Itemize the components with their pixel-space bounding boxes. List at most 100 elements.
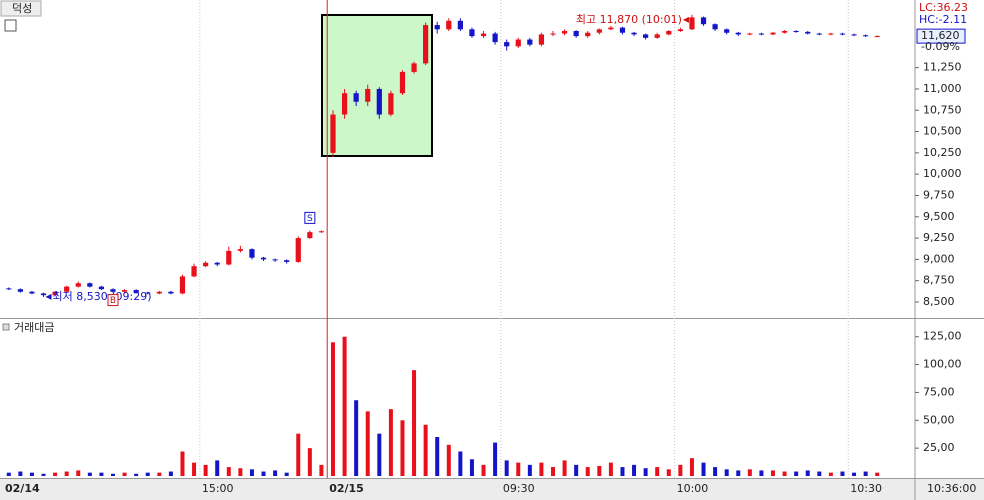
high-annotation: 최고 11,870 (10:01)	[576, 13, 682, 26]
candle-body	[388, 93, 394, 115]
volume-bar	[319, 464, 324, 476]
volume-bar	[215, 460, 220, 476]
volume-bar	[342, 336, 347, 476]
volume-bar	[365, 411, 370, 476]
low-annotation: 최저 8,530 (09:29)	[53, 290, 152, 303]
candle-body	[145, 292, 151, 294]
volume-bar	[203, 464, 208, 476]
volume-bar	[64, 471, 69, 476]
candle-body	[98, 286, 105, 290]
volume-bar	[551, 467, 555, 476]
sell-marker-label: S	[307, 214, 313, 224]
candle-body	[828, 33, 834, 35]
y-tick-label: 8,750	[923, 274, 955, 287]
candle-body	[863, 35, 869, 37]
volume-bar	[481, 464, 486, 476]
candle-body	[87, 283, 93, 287]
volume-bar	[122, 472, 127, 476]
volume-bar	[469, 459, 474, 476]
volume-bar	[713, 467, 718, 476]
last-price-box	[916, 28, 966, 44]
low-arrow	[45, 293, 52, 300]
candle-body	[295, 238, 301, 262]
high-arrow	[682, 16, 689, 23]
volume-bar	[516, 462, 521, 476]
volume-bar	[18, 471, 23, 476]
volume-bar	[307, 448, 312, 476]
y-tick-label: 9,250	[923, 231, 955, 244]
x-tick-label: 10:00	[677, 482, 709, 495]
volume-bar	[527, 464, 532, 476]
side-label: LC:36.23	[919, 1, 968, 14]
candle-body	[156, 291, 162, 294]
candle-body	[318, 231, 325, 233]
volume-bar	[423, 424, 428, 476]
x-tick-label: 02/15	[329, 482, 364, 495]
candle-body	[608, 27, 614, 30]
candle-body	[851, 34, 857, 36]
candle-body	[689, 17, 695, 30]
candle-body	[6, 288, 12, 290]
y-tick-label: 9,000	[923, 252, 955, 265]
candle-body	[643, 34, 649, 38]
candle-body	[619, 27, 626, 33]
candle-body	[17, 289, 23, 292]
volume-bar	[145, 472, 150, 476]
volume-bar	[192, 462, 197, 476]
volume-bar	[782, 471, 787, 476]
table-icon[interactable]	[4, 19, 17, 32]
candle-body	[121, 290, 128, 292]
candle-body	[52, 291, 58, 296]
candle-body	[110, 289, 116, 292]
candle-body	[480, 33, 487, 37]
candle-body	[365, 88, 371, 102]
volume-bar	[446, 444, 451, 476]
volume-bar	[261, 471, 266, 476]
candle-body	[399, 71, 406, 94]
y-tick-label: 50,00	[923, 413, 955, 426]
volume-bar	[377, 433, 382, 476]
buy-marker	[107, 294, 119, 307]
candle-body	[75, 283, 81, 287]
candle-body	[40, 293, 47, 296]
candle-body	[700, 17, 707, 25]
volume-bar	[157, 472, 162, 476]
selection-box	[321, 14, 433, 157]
side-label: 11,620	[921, 29, 960, 42]
candle-body	[284, 260, 290, 262]
x-tick-label: 09:30	[503, 482, 535, 495]
candle-body	[666, 31, 672, 35]
chart-title: 덕성	[12, 2, 32, 15]
volume-bar	[840, 471, 845, 476]
volume-bar	[354, 400, 359, 476]
candle-body	[260, 257, 267, 260]
y-tick-label: 25,00	[923, 441, 955, 454]
volume-bar	[805, 470, 810, 476]
candle-body	[469, 29, 475, 37]
title-box	[0, 0, 42, 17]
volume-bar	[273, 470, 278, 476]
volume-bar	[435, 437, 440, 476]
volume-bar	[87, 472, 92, 476]
volume-bar	[53, 472, 58, 476]
volume-bar	[747, 469, 752, 476]
panel-icon	[2, 323, 10, 331]
candle-body	[770, 32, 776, 35]
y-tick-label: 9,500	[923, 210, 955, 223]
volume-bar	[666, 469, 671, 476]
volume-bar	[828, 472, 833, 476]
volume-bar	[76, 470, 81, 476]
candle-body	[735, 32, 741, 35]
volume-bar	[736, 470, 741, 476]
candle-body	[168, 291, 174, 294]
volume-bar	[620, 467, 625, 476]
y-tick-label: 10,500	[923, 125, 962, 138]
candle-body	[712, 24, 718, 30]
candle-body	[341, 93, 348, 115]
volume-bar	[412, 370, 417, 476]
candle-body	[654, 34, 660, 38]
candle-body	[793, 31, 799, 33]
